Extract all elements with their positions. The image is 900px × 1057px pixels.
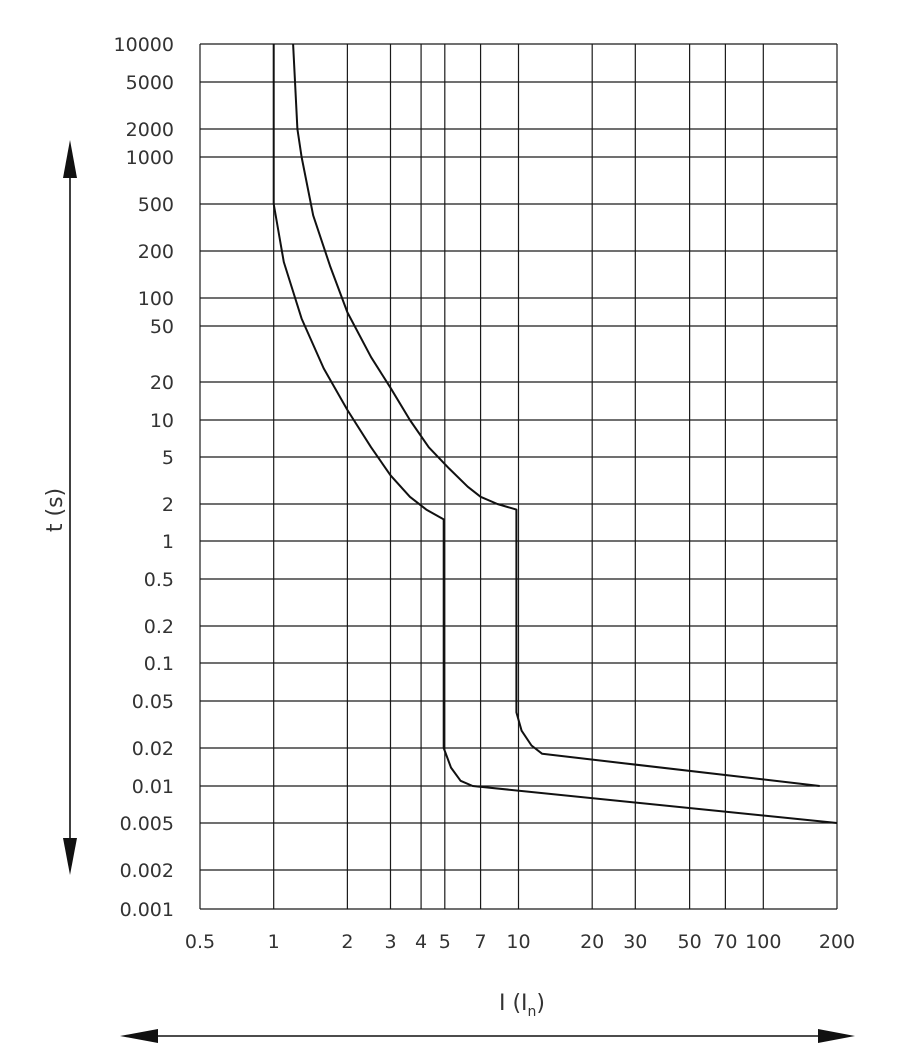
y-tick-label-21: 0.001 <box>120 899 174 921</box>
y-tick-labels: 10000 5000 2000 1000 500 200 100 50 20 10 5 2 1 0.5 0.… <box>114 34 174 921</box>
y-axis-arrow <box>63 140 77 875</box>
y-tick-label-13: 0.5 <box>144 569 174 591</box>
y-tick-label-19: 0.005 <box>120 813 174 835</box>
curves <box>272 43 838 824</box>
grid <box>199 43 838 910</box>
y-tick-label-18: 0.01 <box>132 776 174 798</box>
x-axis-arrow <box>120 1029 855 1043</box>
x-axis-title: I (In) <box>499 991 545 1020</box>
x-tick-label-1: 1 <box>268 931 280 953</box>
x-tick-label-6: 7 <box>475 931 487 953</box>
y-tick-label-17: 0.02 <box>132 738 174 760</box>
trip-curve-2 <box>292 43 820 787</box>
x-tick-label-9: 30 <box>623 931 647 953</box>
x-tick-label-0: 0.5 <box>185 931 215 953</box>
y-tick-label-0: 10000 <box>114 34 174 56</box>
y-tick-label-6: 100 <box>138 288 174 310</box>
y-tick-label-9: 10 <box>150 410 174 432</box>
y-tick-label-12: 1 <box>162 531 174 553</box>
x-tick-label-2: 2 <box>341 931 353 953</box>
y-axis-arrow-head-up <box>63 140 77 178</box>
y-tick-label-4: 500 <box>138 194 174 216</box>
x-tick-label-4: 4 <box>415 931 427 953</box>
y-tick-label-10: 5 <box>162 447 174 469</box>
y-tick-label-20: 0.002 <box>120 860 174 882</box>
y-tick-label-15: 0.1 <box>144 653 174 675</box>
x-axis-title-subscript: n <box>528 1004 537 1020</box>
x-axis-arrow-head-right <box>818 1029 855 1043</box>
trip-curve-1 <box>272 44 838 824</box>
y-axis-title: t (s) <box>43 488 68 532</box>
y-tick-label-16: 0.05 <box>132 691 174 713</box>
y-tick-label-14: 0.2 <box>144 616 174 638</box>
y-tick-label-7: 50 <box>150 316 174 338</box>
x-tick-labels: 0.5 1 2 3 4 5 7 10 20 30 50 70 100 200 <box>185 931 855 953</box>
x-tick-label-7: 10 <box>506 931 530 953</box>
x-axis-arrow-head-left <box>120 1029 158 1043</box>
x-tick-label-13: 200 <box>819 931 855 953</box>
x-tick-label-8: 20 <box>580 931 604 953</box>
y-tick-label-2: 2000 <box>126 119 174 141</box>
y-tick-label-3: 1000 <box>126 147 174 169</box>
x-axis-title-close: ) <box>536 991 545 1016</box>
x-tick-label-12: 100 <box>745 931 781 953</box>
x-tick-label-5: 5 <box>439 931 451 953</box>
y-tick-label-11: 2 <box>162 494 174 516</box>
x-axis-title-main: I (I <box>499 991 528 1016</box>
y-tick-label-1: 5000 <box>126 72 174 94</box>
x-tick-label-3: 3 <box>384 931 396 953</box>
x-tick-label-10: 50 <box>678 931 702 953</box>
x-tick-label-11: 70 <box>713 931 737 953</box>
y-tick-label-5: 200 <box>138 241 174 263</box>
y-axis-arrow-head-down <box>63 838 77 875</box>
y-tick-label-8: 20 <box>150 372 174 394</box>
